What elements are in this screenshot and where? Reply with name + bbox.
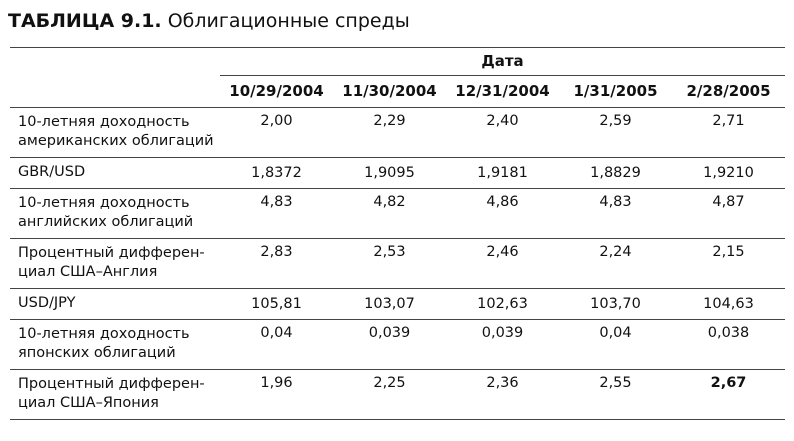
table-title: ТАБЛИЦА 9.1. Облигационные спреды — [8, 10, 410, 32]
cell-value: 2,83 — [260, 244, 293, 260]
cell-value: 0,04 — [599, 325, 632, 341]
row-label: Процентный дифферен-циал США–Англия — [10, 238, 220, 288]
cell-value: 2,53 — [373, 244, 406, 260]
cell-value: 103,70 — [590, 295, 641, 312]
cell-value: 4,87 — [712, 194, 745, 210]
label-line: циал США–Япония — [18, 395, 159, 411]
cell-value: 2,25 — [373, 375, 406, 391]
cell-value: 4,86 — [486, 194, 519, 210]
row-label: 10-летняя доходность японских облигаций — [10, 319, 220, 369]
rule — [10, 107, 785, 108]
label-line: GBR/USD — [18, 164, 86, 180]
cell-value: 2,71 — [712, 113, 745, 129]
cell-value: 1,96 — [260, 375, 293, 391]
row-label: 10-летняя доходность английских облигаций — [10, 188, 220, 238]
column-header: 1/31/2005 — [573, 82, 658, 100]
cell-value: 105,81 — [251, 295, 302, 312]
label-line: японских облигаций — [18, 345, 176, 361]
cell-value: 2,46 — [486, 244, 519, 260]
cell-value: 4,82 — [373, 194, 406, 210]
rule — [10, 369, 785, 370]
rule — [10, 47, 785, 48]
column-header: 12/31/2004 — [455, 82, 550, 100]
cell-value: 2,59 — [599, 113, 632, 129]
row-label: USD/JPY — [10, 288, 220, 319]
label-line: американских облигаций — [18, 133, 214, 149]
cell-value: 2,40 — [486, 113, 519, 129]
cell-value: 2,67 — [710, 375, 747, 391]
group-header: Дата — [481, 52, 524, 70]
row-label: 10-летняя доходность американских облигац… — [10, 107, 220, 157]
label-line: 10-летняя доходность — [18, 114, 190, 130]
cell-value: 2,24 — [599, 244, 632, 260]
cell-value: 103,07 — [364, 295, 415, 312]
cell-value: 4,83 — [599, 194, 632, 210]
label-line: циал США–Англия — [18, 264, 158, 280]
column-header: 11/30/2004 — [342, 82, 437, 100]
cell-value: 2,29 — [373, 113, 406, 129]
label-line: Процентный дифферен- — [18, 245, 205, 261]
cell-value: 0,04 — [260, 325, 293, 341]
title-text: Облигационные спреды — [167, 10, 410, 32]
row-label: GBR/USD — [10, 157, 220, 188]
label-line: USD/JPY — [18, 295, 76, 311]
row-label: Процентный дифферен-циал США–Япония — [10, 369, 220, 419]
rule — [10, 419, 785, 420]
label-line: 10-летняя доходность — [18, 326, 190, 342]
title-label: ТАБЛИЦА 9.1. — [8, 10, 162, 32]
label-line: 10-летняя доходность — [18, 195, 190, 211]
cell-value: 2,00 — [260, 113, 293, 129]
cell-value: 102,63 — [477, 295, 528, 312]
rule — [10, 319, 785, 320]
cell-value: 0,039 — [368, 325, 411, 341]
cell-value: 1,8829 — [590, 164, 641, 181]
rule — [220, 75, 785, 76]
cell-value: 2,36 — [486, 375, 519, 391]
cell-value: 104,63 — [703, 295, 754, 312]
rule — [10, 288, 785, 289]
column-header: 10/29/2004 — [229, 82, 324, 100]
cell-value: 2,55 — [599, 375, 632, 391]
cell-value: 4,83 — [260, 194, 293, 210]
cell-value: 1,9210 — [703, 164, 754, 181]
cell-value: 0,038 — [707, 325, 750, 341]
rule — [10, 238, 785, 239]
cell-value: 2,15 — [712, 244, 745, 260]
rule — [10, 188, 785, 189]
cell-value: 1,9095 — [364, 164, 415, 181]
cell-value: 1,9181 — [477, 164, 528, 181]
label-line: Процентный дифферен- — [18, 376, 205, 392]
label-line: английских облигаций — [18, 214, 194, 230]
rule — [10, 157, 785, 158]
cell-value: 0,039 — [481, 325, 524, 341]
column-header: 2/28/2005 — [686, 82, 771, 100]
cell-value: 1,8372 — [251, 164, 302, 181]
